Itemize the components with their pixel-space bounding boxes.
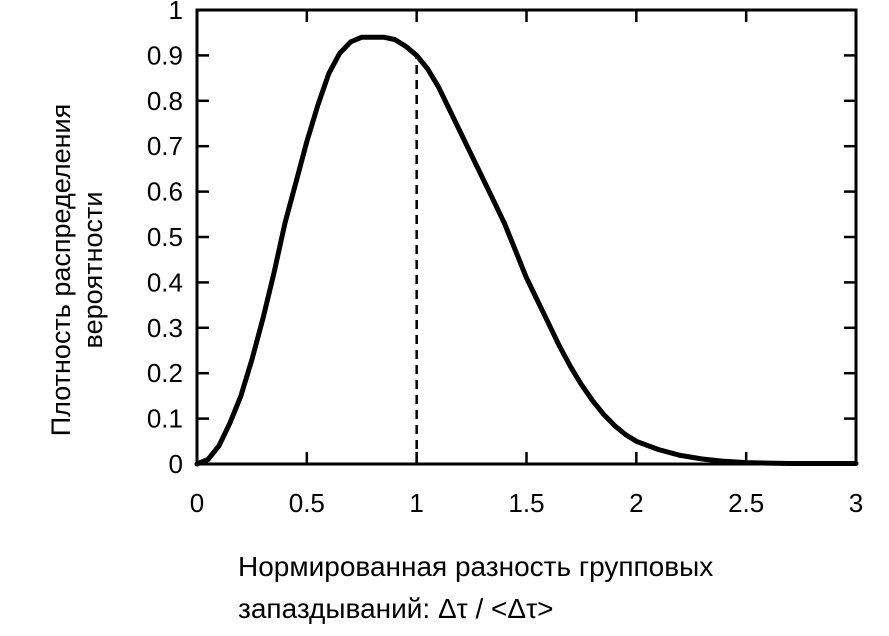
y-tick-label: 0.2 <box>147 358 183 388</box>
y-tick-label: 0.3 <box>147 313 183 343</box>
x-tick-label: 0 <box>190 488 204 518</box>
y-tick-label: 0.6 <box>147 177 183 207</box>
y-tick-label: 1 <box>169 0 183 25</box>
x-tick-label: 2 <box>629 488 643 518</box>
x-tick-label: 1 <box>409 488 423 518</box>
x-axis-title: Нормированная разность групповых запазды… <box>238 551 713 624</box>
x-axis-title-line-2: запаздываний: Δτ / <Δτ> <box>238 593 554 624</box>
x-tick-label: 1.5 <box>508 488 544 518</box>
y-tick-label: 0.9 <box>147 40 183 70</box>
y-tick-label: 0.8 <box>147 86 183 116</box>
y-tick-label: 0.5 <box>147 222 183 252</box>
x-tick-label: 3 <box>849 488 863 518</box>
y-tick-label: 0.4 <box>147 267 183 297</box>
y-tick-label: 0.7 <box>147 131 183 161</box>
x-tick-label: 0.5 <box>289 488 325 518</box>
plot-frame <box>195 8 858 466</box>
y-tick-label: 0.1 <box>147 404 183 434</box>
x-axis: 0 0.5 1 1.5 2 2.5 3 <box>190 10 863 518</box>
plot-area <box>194 8 859 467</box>
y-tick-label: 0 <box>169 449 183 479</box>
series-line <box>194 34 859 467</box>
y-axis-title-line-1: Плотность распределения <box>46 104 76 436</box>
y-axis: 0 0.1 0.2 0.3 0.4 0.5 0.6 0.7 0.8 0.9 1 <box>147 0 856 479</box>
x-axis-title-line-1: Нормированная разность групповых <box>238 551 713 582</box>
y-axis-title: Плотность распределения вероятности <box>46 104 108 436</box>
x-tick-label: 2.5 <box>728 488 764 518</box>
y-axis-title-line-2: вероятности <box>78 192 108 349</box>
